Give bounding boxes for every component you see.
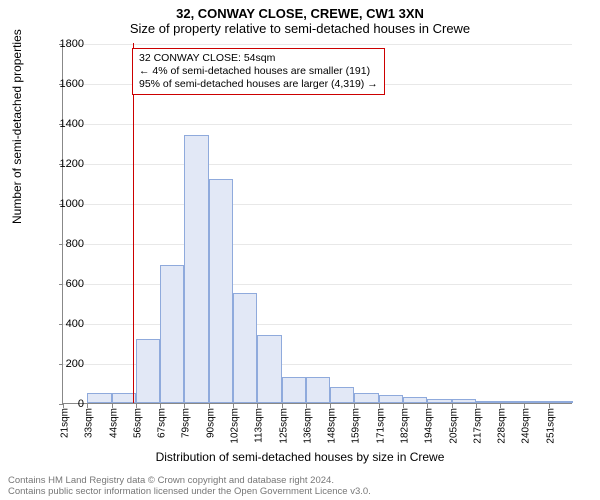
x-axis-label: Distribution of semi-detached houses by … — [0, 450, 600, 464]
ytick-label: 1000 — [44, 198, 84, 210]
histogram-bar — [379, 395, 403, 403]
annotation-line-1: 32 CONWAY CLOSE: 54sqm — [139, 52, 378, 65]
xtick-label: 113sqm — [254, 408, 265, 443]
ytick-label: 800 — [44, 238, 84, 250]
histogram-bar — [549, 401, 573, 403]
xtick-label: 251sqm — [545, 408, 556, 444]
xtick-label: 102sqm — [230, 408, 241, 444]
xtick-label: 90sqm — [205, 408, 216, 438]
footer-attribution: Contains HM Land Registry data © Crown c… — [8, 476, 371, 498]
histogram-bar — [209, 179, 233, 403]
gridline — [63, 244, 572, 245]
chart-area: 21sqm33sqm44sqm56sqm67sqm79sqm90sqm102sq… — [62, 44, 572, 404]
annotation-line-2: ← 4% of semi-detached houses are smaller… — [139, 65, 378, 78]
histogram-bar — [427, 399, 451, 403]
ytick-label: 1600 — [44, 78, 84, 90]
xtick-label: 136sqm — [302, 408, 313, 444]
ytick-label: 400 — [44, 318, 84, 330]
xtick-label: 171sqm — [375, 408, 386, 444]
histogram-bar — [524, 401, 548, 403]
histogram-bar — [160, 265, 184, 403]
gridline — [63, 324, 572, 325]
ytick-label: 1200 — [44, 158, 84, 170]
xtick-label: 33sqm — [84, 408, 95, 438]
xtick-label: 21sqm — [60, 408, 71, 438]
histogram-bar — [500, 401, 524, 403]
gridline — [63, 284, 572, 285]
xtick-label: 67sqm — [157, 408, 168, 438]
gridline — [63, 164, 572, 165]
y-axis-label: Number of semi-detached properties — [10, 29, 24, 224]
xtick-label: 125sqm — [278, 408, 289, 444]
xtick-label: 240sqm — [521, 408, 532, 444]
gridline — [63, 204, 572, 205]
xtick-label: 205sqm — [448, 408, 459, 444]
histogram-bar — [403, 397, 427, 403]
histogram-bar — [354, 393, 378, 403]
xtick-label: 56sqm — [132, 408, 143, 438]
plot-region: 21sqm33sqm44sqm56sqm67sqm79sqm90sqm102sq… — [62, 44, 572, 404]
reference-line — [133, 43, 134, 403]
xtick-label: 148sqm — [327, 408, 338, 444]
xtick-label: 182sqm — [400, 408, 411, 444]
ytick-label: 1400 — [44, 118, 84, 130]
ytick-label: 0 — [44, 398, 84, 410]
chart-container: 32, CONWAY CLOSE, CREWE, CW1 3XN Size of… — [0, 0, 600, 500]
histogram-bar — [233, 293, 257, 403]
xtick-label: 228sqm — [497, 408, 508, 444]
annotation-line-3: 95% of semi-detached houses are larger (… — [139, 78, 378, 91]
xtick-label: 217sqm — [472, 408, 483, 444]
ytick-label: 1800 — [44, 38, 84, 50]
gridline — [63, 124, 572, 125]
histogram-bar — [87, 393, 111, 403]
histogram-bar — [476, 401, 500, 403]
histogram-bar — [452, 399, 476, 403]
xtick-label: 44sqm — [108, 408, 119, 438]
histogram-bar — [136, 339, 160, 403]
footer-line-2: Contains public sector information licen… — [8, 487, 371, 498]
xtick-label: 194sqm — [424, 408, 435, 444]
histogram-bar — [257, 335, 281, 403]
xtick-label: 159sqm — [351, 408, 362, 444]
chart-subtitle: Size of property relative to semi-detach… — [0, 21, 600, 40]
histogram-bar — [184, 135, 208, 403]
histogram-bar — [330, 387, 354, 403]
ytick-label: 200 — [44, 358, 84, 370]
ytick-label: 600 — [44, 278, 84, 290]
histogram-bar — [282, 377, 306, 403]
xtick-label: 79sqm — [181, 408, 192, 438]
chart-title: 32, CONWAY CLOSE, CREWE, CW1 3XN — [0, 0, 600, 21]
annotation-box: 32 CONWAY CLOSE: 54sqm ← 4% of semi-deta… — [132, 48, 385, 95]
gridline — [63, 44, 572, 45]
histogram-bar — [306, 377, 330, 403]
